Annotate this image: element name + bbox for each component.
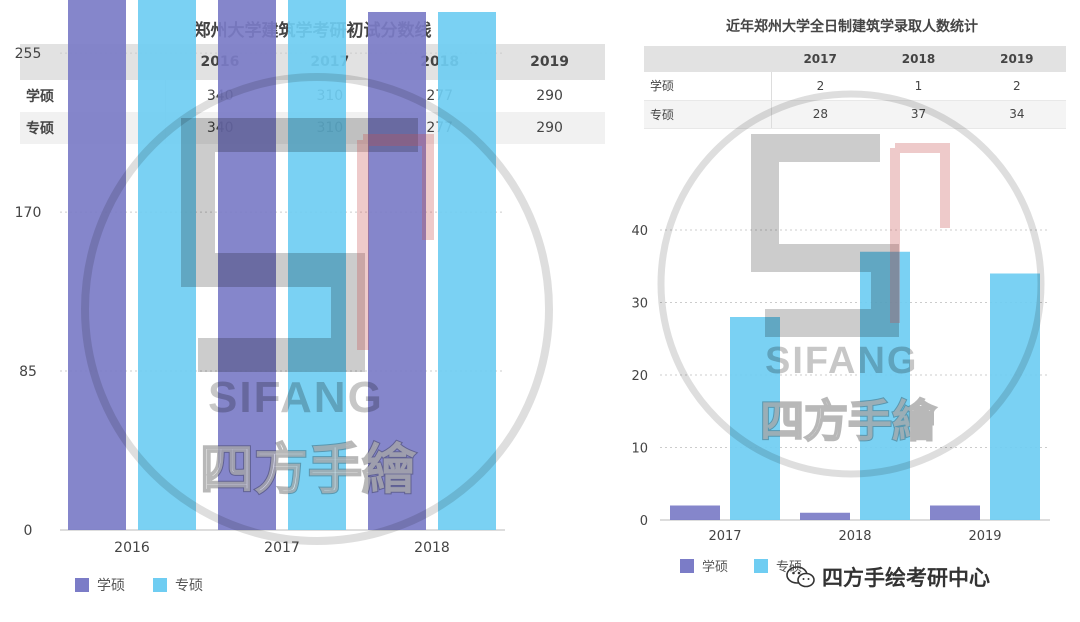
left-chart-panel: 郑州大学建筑学考研初试分数线 2016 2017 2018 2019 学硕 34… <box>15 0 605 595</box>
bar-zhuanshuo-2019 <box>990 273 1040 520</box>
bar-xueshuo-2018 <box>800 512 850 520</box>
legend-item-zhuanshuo: 专硕 <box>754 556 802 575</box>
bar-xueshuo-2017 <box>218 0 276 530</box>
table-cell: 2 <box>967 72 1066 101</box>
y-tick-label: 0 <box>640 514 648 529</box>
legend-label: 专硕 <box>776 560 803 575</box>
bar-xueshuo-2016 <box>68 0 126 531</box>
x-tick-label: 2017 <box>264 540 300 556</box>
right-chart-title: 近年郑州大学全日制建筑学录取人数统计 <box>726 19 978 35</box>
legend-label: 学硕 <box>97 578 125 594</box>
table-cell: 28 <box>771 100 870 129</box>
x-tick-label: 2018 <box>838 529 871 544</box>
legend-swatch-zhuanshuo <box>754 558 769 573</box>
watermark-text-right: SIFANG <box>765 340 919 382</box>
table-header-year: 2017 <box>771 46 870 72</box>
table-header-year: 2019 <box>494 44 605 80</box>
legend-label: 专硕 <box>175 578 203 594</box>
y-tick-label: 85 <box>19 364 37 380</box>
x-tick-label: 2016 <box>114 540 150 556</box>
x-tick-label: 2018 <box>414 540 450 556</box>
bar-zhuanshuo-2017 <box>288 0 346 530</box>
table-header-year: 2018 <box>869 46 968 72</box>
legend-item-zhuanshuo: 专硕 <box>153 575 203 595</box>
y-tick-label: 10 <box>631 442 648 457</box>
legend-item-xueshuo: 学硕 <box>680 556 728 575</box>
row-label: 学硕 <box>644 72 772 101</box>
x-tick-label: 2017 <box>708 529 741 544</box>
table-cell: 1 <box>869 72 968 101</box>
table-cell: 290 <box>494 80 605 112</box>
bar-xueshuo-2018 <box>368 11 426 530</box>
footer-brand: 四方手绘考研中心 <box>786 562 990 592</box>
bar-zhuanshuo-2018 <box>860 251 910 520</box>
y-tick-label: 255 <box>15 46 42 62</box>
row-label: 专硕 <box>644 100 772 129</box>
table-cell: 290 <box>494 112 605 144</box>
y-tick-label: 30 <box>631 297 648 312</box>
right-bar-chart: 0 10 20 30 40 2017 2018 2019 <box>631 224 1050 544</box>
table-header-year: 2019 <box>967 46 1066 72</box>
table-header-corner <box>644 46 771 72</box>
table-row: 专硕 28 37 34 <box>644 100 1066 129</box>
table-row: 学硕 2 1 2 <box>644 72 1066 101</box>
bar-zhuanshuo-2018 <box>438 11 496 530</box>
y-tick-label: 40 <box>631 224 648 239</box>
watermark-subtext-left: 四方手繪 <box>199 437 417 502</box>
legend-label: 学硕 <box>702 560 729 575</box>
watermark-subtext-right: 四方手繪 <box>759 395 937 448</box>
bar-xueshuo-2017 <box>670 505 720 520</box>
legend-swatch-zhuanshuo <box>153 578 167 592</box>
y-tick-label: 0 <box>24 523 33 539</box>
footer-brand-text: 四方手绘考研中心 <box>822 566 990 590</box>
x-tick-label: 2019 <box>968 529 1001 544</box>
y-tick-label: 170 <box>15 205 42 221</box>
right-legend: 学硕 专硕 <box>680 556 802 575</box>
table-cell: 34 <box>967 100 1066 129</box>
table-cell: 2 <box>771 72 870 101</box>
right-admission-table: 2017 2018 2019 学硕 2 1 2 专硕 28 37 34 <box>644 46 1066 129</box>
left-legend: 学硕 专硕 <box>75 575 203 595</box>
legend-swatch-xueshuo <box>680 558 694 573</box>
wechat-icon <box>786 566 815 588</box>
right-chart-panel: 近年郑州大学全日制建筑学录取人数统计 2017 2018 2019 学硕 2 1… <box>631 0 1080 622</box>
legend-item-xueshuo: 学硕 <box>75 575 125 595</box>
y-tick-label: 20 <box>631 369 648 384</box>
legend-swatch-xueshuo <box>75 578 89 592</box>
bar-zhuanshuo-2017 <box>730 317 780 520</box>
left-bar-chart: 085170255340201620172018 <box>15 0 505 556</box>
watermark-text-left: SIFANG <box>208 373 384 422</box>
bar-zhuanshuo-2016 <box>138 0 196 531</box>
bar-xueshuo-2019 <box>930 505 980 520</box>
table-cell: 37 <box>869 100 968 129</box>
